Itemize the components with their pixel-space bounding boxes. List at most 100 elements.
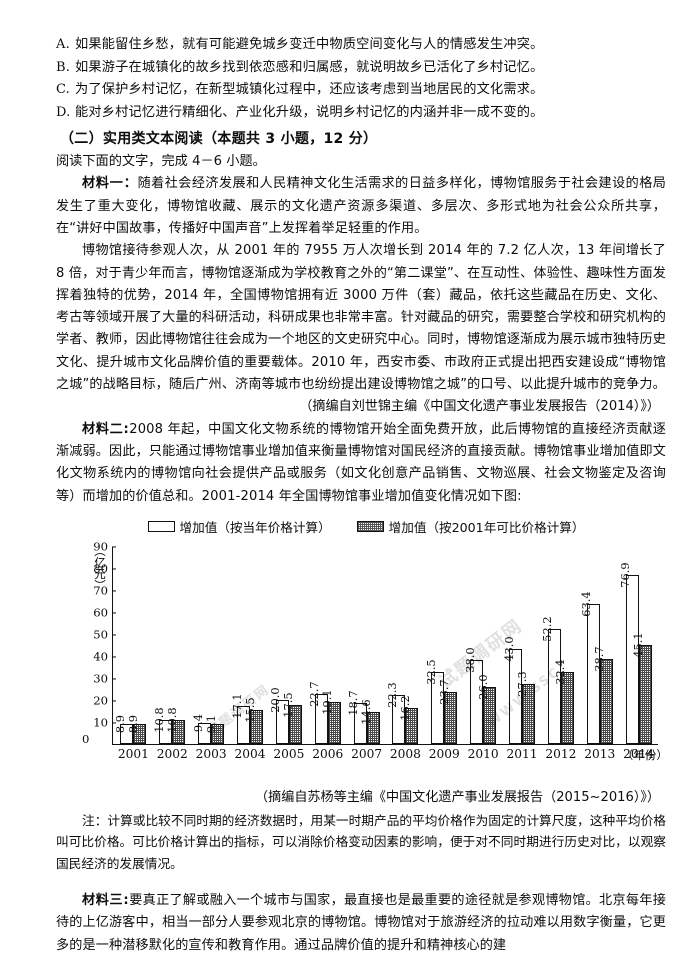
legend-label-comparable-price: 增加值（按2001年可比价格计算） (388, 519, 585, 535)
chart-bar-value-label: 17.1 (229, 693, 244, 719)
chart-x-tick-label: 2010 (467, 747, 499, 762)
chart-bar-value-label: 18.7 (346, 689, 361, 716)
chart-bar: 10.8 (152, 707, 173, 744)
chart-y-tick-label: 80 (93, 561, 108, 576)
choice-option-a[interactable]: A. 如果能留住乡愁，就有可能避免城乡变迁中物质空间变化与人的情感发生冲突。 (56, 34, 666, 57)
chart-bar: 9.1 (204, 715, 225, 744)
chart-bar-value-label: 76.9 (618, 561, 633, 588)
chart-bar: 32.4 (553, 660, 574, 744)
chart-y-tick-mark (112, 546, 116, 548)
chart-y-tick-label: 40 (93, 649, 108, 664)
material-one-source: （摘编自刘世锦主编《中国文化遗产事业发展报告（2014）》） (299, 399, 660, 415)
chart-legend: 增加值（按当年价格计算） 增加值（按2001年可比价格计算） (56, 515, 666, 537)
material-three-paragraph-1: 材料三:要真正了解或融入一个城市与国家，最直接也是最重要的途径就是参观博物馆。北… (56, 890, 666, 957)
chart-bar-value-label: 14.6 (359, 698, 374, 725)
chart-bar: 15.5 (243, 697, 263, 744)
chart-bar: 22.3 (385, 682, 406, 744)
chart-y-tick-mark (112, 590, 116, 592)
section-heading: （二）实用类文本阅读（本题共 3 小题，12 分） (60, 131, 378, 148)
chart-axes: 10 20 30 40 50 60 70 80 90 8.9 8.9 10.8 10.8 9.4 9.1 1… (93, 541, 658, 746)
chart-y-tick-label: 10 (93, 715, 108, 730)
chart-bar-group: 22.7 19.1 (307, 547, 347, 744)
choice-marker: C. (56, 82, 71, 98)
material-one-paragraph-1: 材料一：随着社会经济发展和人民精神文化生活需求的日益多样化，博物馆服务于社会建设… (56, 173, 666, 240)
chart-x-tick-label: 2007 (351, 747, 383, 762)
choice-option-b[interactable]: B. 如果游子在城镇化的故乡找到依恋感和归属感，就说明故乡已活化了乡村记忆。 (56, 57, 666, 80)
material-two-paragraph-1: 材料二:2008 年起，中国文化文物系统的博物馆开始全面免费开放，此后博物馆的直… (56, 419, 666, 508)
chart-x-tick-label: 2003 (195, 747, 227, 762)
chart-bar: 14.6 (359, 699, 380, 744)
chart-x-tick-label: 2002 (156, 747, 188, 762)
chart-x-tick-label: 2013 (584, 747, 616, 762)
material-two-body-1: 2008 年起，中国文化文物系统的博物馆开始全面免费开放，此后博物馆的直接经济贡… (56, 421, 666, 504)
chart-bar: 23.7 (437, 679, 458, 744)
chart-x-ticks: 2001 2002 2003 2004 2005 2006 2007 2008 2009 2010… (114, 747, 658, 761)
chart-bar-group: 9.4 9.1 (190, 547, 231, 744)
chart-bar-value-label: 10.8 (151, 707, 166, 733)
material-two-note: 注：计算或比较不同时期的经济数据时，用某一时期产品的平均价格作为固定的计算尺度，… (56, 812, 666, 871)
chart-x-tick-label: 2008 (389, 747, 421, 762)
choice-text: 能对乡村记忆进行精细化、产业化升级，说明乡村记忆的内涵并非一成不变的。 (75, 104, 544, 120)
chart-y-zero-label: 0 (82, 732, 90, 747)
chart-x-tick-label: 2004 (234, 747, 266, 762)
chart-y-axis-label: （亿元） (93, 545, 107, 592)
chart-x-tick-label: 2001 (117, 747, 149, 762)
chart-bar: 10.8 (165, 707, 186, 744)
chart-y-tick-mark (112, 722, 116, 724)
chart-bar: 8.9 (126, 715, 147, 744)
chart-bar-value-label: 8.9 (112, 715, 127, 734)
chart-x-tick-label: 2005 (273, 747, 305, 762)
chart-bar: 76.9 (618, 562, 639, 744)
chart-bar: 45.1 (631, 632, 652, 744)
chart-bar: 20.0 (268, 687, 289, 744)
chart-bar-value-label: 9.1 (203, 714, 218, 733)
chart-y-tick-mark (112, 568, 116, 570)
chart-bar-value-label: 27.3 (514, 671, 529, 697)
chart-bar-value-label: 52.2 (540, 616, 555, 642)
chart-bar-value-label: 15.5 (242, 696, 257, 723)
chart-bar: 18.7 (346, 690, 367, 744)
chart-bar-value-label: 17.5 (281, 692, 296, 718)
chart-bar-group: 38.0 26.0 (463, 547, 503, 744)
chart-bar: 17.5 (281, 693, 302, 744)
chart-bar-group: 52.2 32.4 (540, 547, 580, 744)
chart-plot-area: （亿元） 0 10 20 30 40 50 60 70 80 90 8.9 8.9 10.8 10.8… (56, 541, 668, 785)
chart-bar: 16.2 (398, 695, 419, 744)
chart-bars: 8.9 8.9 10.8 10.8 9.4 9.1 17.1 15.5 20.0 17.5 22.7… (112, 547, 658, 744)
chart-y-tick-mark (112, 656, 116, 658)
chart-y-tick-mark (112, 634, 116, 636)
chart-bar-value-label: 10.8 (164, 707, 179, 733)
section-lead: 阅读下面的文字，完成 4－6 小题。 (56, 154, 266, 170)
legend-label-current-price: 增加值（按当年价格计算） (179, 519, 331, 535)
material-one-label: 材料一： (82, 176, 138, 192)
chart-bar: 32.5 (424, 660, 445, 744)
choice-text: 如果能留住乡愁，就有可能避免城乡变迁中物质空间变化与人的情感发生冲突。 (75, 37, 544, 52)
chart-y-tick-label: 70 (93, 583, 108, 598)
chart-bar-value-label: 32.4 (553, 659, 568, 686)
material-three-body-1: 要真正了解或融入一个城市与国家，最直接也是最重要的途径就是参观博物馆。北京每年接… (56, 893, 666, 953)
chart-bar-value-label: 32.5 (423, 659, 438, 685)
chart-bar: 27.3 (515, 671, 536, 744)
chart-bar-group: 8.9 8.9 (112, 547, 153, 744)
chart-y-tick-label: 90 (93, 539, 108, 554)
legend-swatch-white-icon (147, 520, 175, 532)
chart-bar: 19.1 (320, 689, 341, 744)
choice-option-c[interactable]: C. 为了保护乡村记忆，在新型城镇化过程中，还应该考虑到当地居民的文化需求。 (56, 79, 666, 102)
choice-option-d[interactable]: D. 能对乡村记忆进行精细化、产业化升级，说明乡村记忆的内涵并非一成不变的。 (56, 102, 666, 125)
chart-y-tick-label: 60 (93, 605, 108, 620)
material-two-source: （摘编自苏杨等主编《中国文化遗产事业发展报告（2015~2016）》） (255, 790, 660, 806)
material-three-label: 材料三: (82, 893, 130, 909)
chart-bar-group: 20.0 17.5 (268, 547, 308, 744)
chart-bar-group: 10.8 10.8 (152, 547, 192, 744)
chart-bar: 22.7 (307, 681, 328, 744)
chart-bar-value-label: 43.0 (501, 636, 516, 662)
chart-bar-group: 22.3 16.2 (385, 547, 425, 744)
chart-bar: 63.4 (579, 592, 600, 744)
chart-y-tick-mark (112, 700, 116, 702)
chart-x-tick-label: 2009 (428, 747, 460, 762)
choice-text: 为了保护乡村记忆，在新型城镇化过程中，还应该考虑到当地居民的文化需求。 (75, 82, 544, 98)
choice-marker: D. (56, 104, 71, 120)
chart-bar-value-label: 9.4 (190, 714, 205, 733)
chart-bar-value-label: 38.7 (592, 645, 607, 672)
